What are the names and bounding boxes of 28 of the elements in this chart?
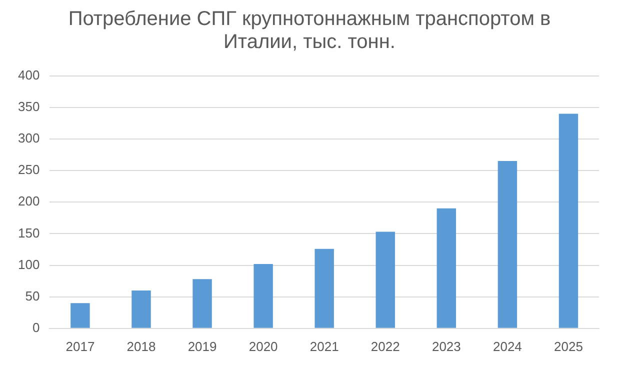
x-tick-label: 2025 bbox=[554, 338, 583, 354]
x-tick-label: 2017 bbox=[66, 338, 95, 354]
bar bbox=[558, 114, 578, 328]
x-tick-label: 2020 bbox=[248, 338, 278, 354]
y-tick-label: 200 bbox=[18, 194, 40, 209]
y-tick-label: 400 bbox=[18, 67, 40, 82]
x-tick-label: 2019 bbox=[188, 338, 217, 354]
bar bbox=[436, 208, 456, 328]
y-tick-label: 250 bbox=[18, 162, 40, 178]
y-tick-label: 350 bbox=[18, 98, 40, 114]
y-tick-label: 100 bbox=[18, 256, 40, 272]
y-tick-label: 150 bbox=[18, 225, 40, 240]
bar bbox=[70, 303, 90, 328]
x-tick-label: 2021 bbox=[310, 338, 339, 354]
x-tick-label: 2022 bbox=[370, 338, 400, 354]
y-tick-label: 0 bbox=[32, 320, 40, 335]
bar bbox=[376, 232, 395, 328]
bar bbox=[254, 264, 273, 328]
chart-title: Потребление СПГ крупнотоннажным транспортом в Италии, тыс. тонн. bbox=[68, 8, 551, 54]
y-tick-label: 50 bbox=[25, 288, 40, 304]
x-tick-label: 2023 bbox=[432, 338, 461, 354]
y-tick-label: 300 bbox=[18, 130, 40, 146]
bar bbox=[498, 161, 518, 328]
bar bbox=[192, 279, 212, 328]
bar bbox=[132, 290, 151, 328]
x-tick-label: 2024 bbox=[492, 338, 522, 354]
bar bbox=[314, 248, 334, 328]
x-tick-label: 2018 bbox=[126, 338, 156, 354]
